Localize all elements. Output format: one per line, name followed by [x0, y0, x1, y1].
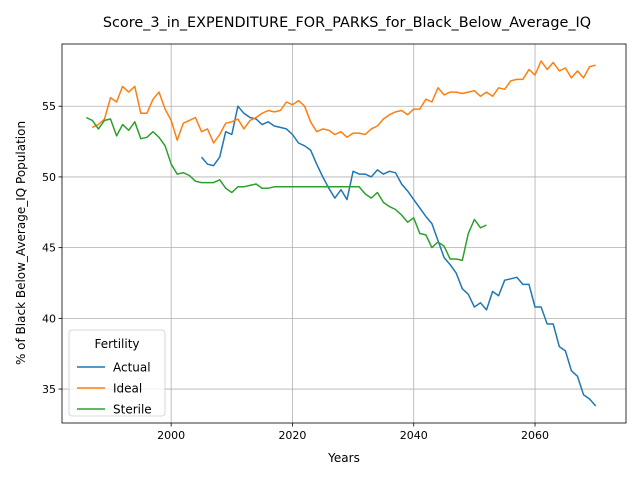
y-tick-label: 35 — [42, 383, 56, 396]
axis-ticks: 2000 2020 2040 2060 35 40 45 50 55 — [42, 100, 549, 442]
series-line-actual — [200, 105, 597, 407]
y-tick-label: 55 — [42, 100, 56, 113]
series-line-sterile — [85, 116, 487, 262]
legend-label-sterile: Sterile — [113, 403, 152, 417]
plot-frame — [61, 43, 627, 424]
y-tick-label: 40 — [42, 312, 56, 325]
legend-label-ideal: Ideal — [113, 382, 142, 396]
y-tick-label: 45 — [42, 242, 56, 255]
legend-label-actual: Actual — [113, 361, 151, 375]
legend: Fertility Actual Ideal Sterile — [68, 329, 166, 417]
y-tick-label: 50 — [42, 171, 56, 184]
legend-title: Fertility — [94, 337, 139, 351]
series-line-ideal — [91, 60, 596, 144]
x-tick-label: 2000 — [157, 429, 185, 442]
y-axis-label: % of Black Below_Average_IQ Population — [14, 121, 28, 365]
x-tick-label: 2040 — [400, 429, 428, 442]
x-tick-label: 2060 — [521, 429, 549, 442]
series-lines — [85, 60, 597, 407]
chart-title: Score_3_in_EXPENDITURE_FOR_PARKS_for_Bla… — [103, 15, 591, 31]
legend-box — [68, 329, 166, 417]
x-axis-label: Years — [327, 451, 360, 465]
x-tick-label: 2020 — [278, 429, 306, 442]
